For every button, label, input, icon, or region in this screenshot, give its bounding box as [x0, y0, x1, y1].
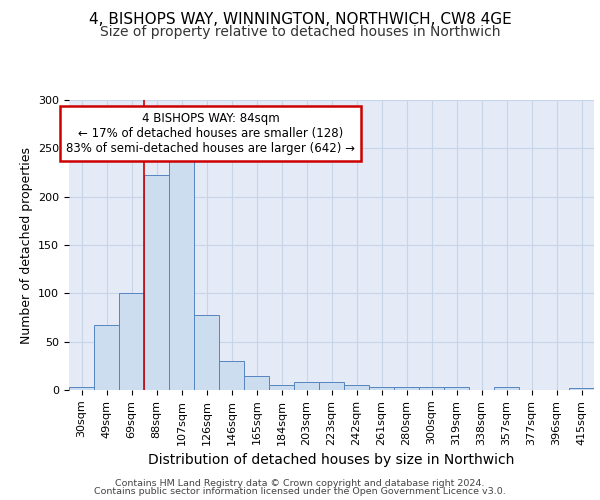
Bar — [494, 387, 519, 390]
Bar — [244, 376, 269, 390]
Bar — [569, 388, 594, 390]
Bar — [94, 325, 119, 390]
X-axis label: Distribution of detached houses by size in Northwich: Distribution of detached houses by size … — [148, 453, 515, 467]
Text: Contains public sector information licensed under the Open Government Licence v3: Contains public sector information licen… — [94, 488, 506, 496]
Text: Contains HM Land Registry data © Crown copyright and database right 2024.: Contains HM Land Registry data © Crown c… — [115, 478, 485, 488]
Bar — [119, 294, 144, 390]
Text: 4 BISHOPS WAY: 84sqm
← 17% of detached houses are smaller (128)
83% of semi-deta: 4 BISHOPS WAY: 84sqm ← 17% of detached h… — [66, 112, 355, 154]
Bar — [344, 385, 369, 390]
Bar — [319, 382, 344, 390]
Bar — [144, 176, 169, 390]
Bar — [394, 387, 419, 390]
Bar — [219, 361, 244, 390]
Bar — [194, 314, 219, 390]
Text: 4, BISHOPS WAY, WINNINGTON, NORTHWICH, CW8 4GE: 4, BISHOPS WAY, WINNINGTON, NORTHWICH, C… — [89, 12, 511, 28]
Bar — [294, 382, 319, 390]
Bar — [69, 387, 94, 390]
Bar — [269, 385, 294, 390]
Y-axis label: Number of detached properties: Number of detached properties — [20, 146, 32, 344]
Text: Size of property relative to detached houses in Northwich: Size of property relative to detached ho… — [100, 25, 500, 39]
Bar — [369, 387, 394, 390]
Bar — [169, 155, 194, 390]
Bar — [444, 387, 469, 390]
Bar — [419, 387, 444, 390]
